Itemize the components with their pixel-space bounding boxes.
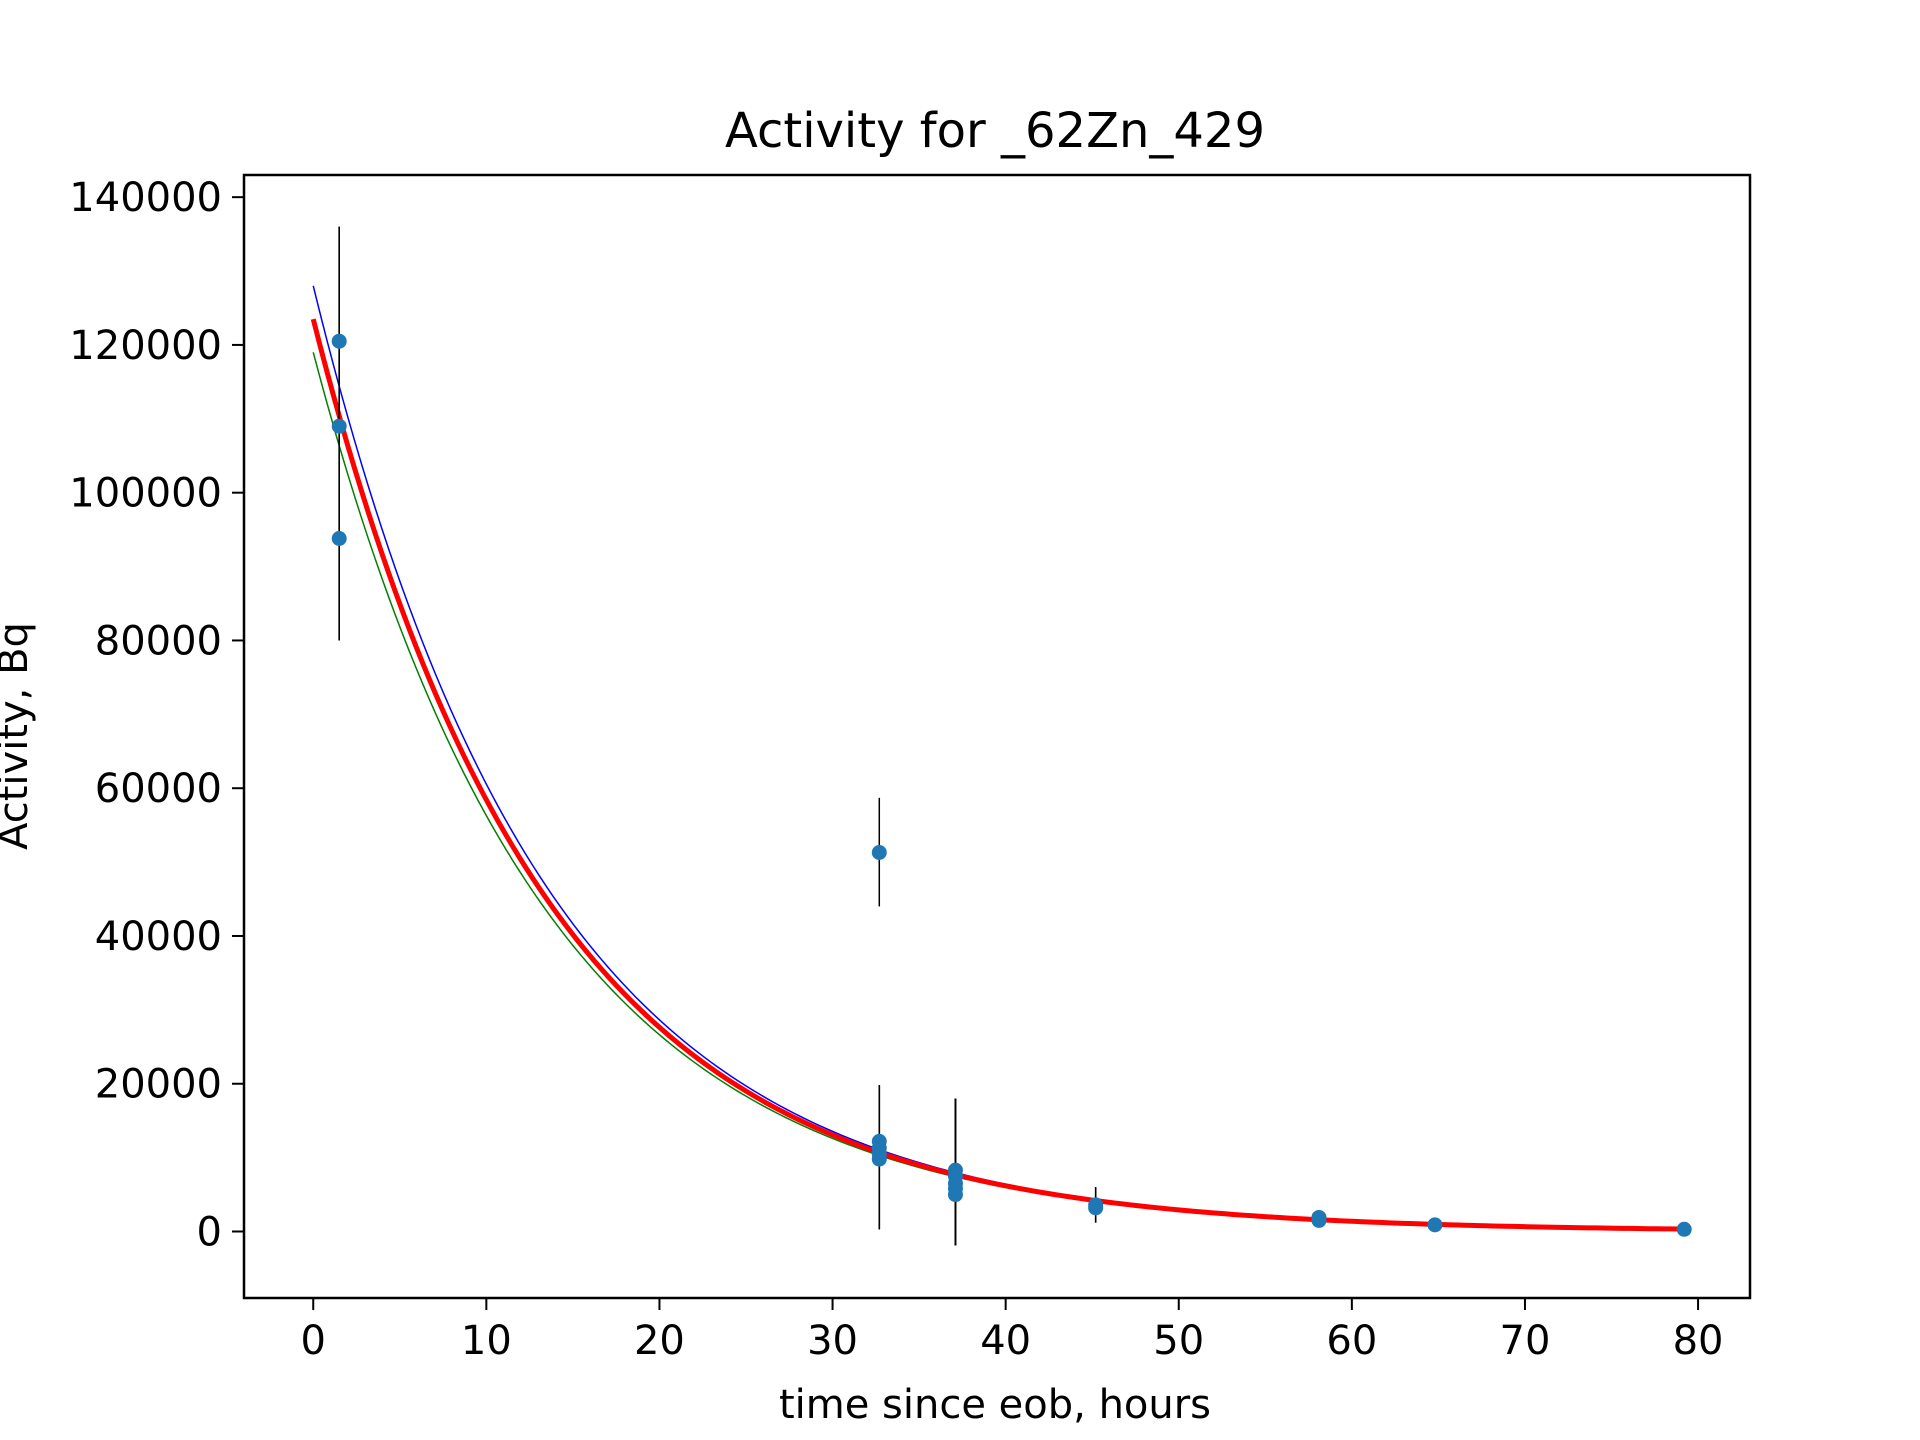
data-point-3 (331, 530, 347, 546)
x-tick-label: 80 (1673, 1318, 1724, 1364)
y-tick-label: 140000 (69, 175, 222, 221)
y-tick-label: 0 (197, 1210, 222, 1256)
x-tick-label: 50 (1153, 1318, 1204, 1364)
y-tick-label: 120000 (69, 323, 222, 369)
x-axis-ticks: 0 10 20 30 40 50 60 70 80 (301, 1298, 1724, 1364)
x-axis-label: time since eob, hours (779, 1382, 1211, 1428)
x-tick-label: 70 (1500, 1318, 1551, 1364)
x-tick-label: 30 (807, 1318, 858, 1364)
fit-curve-2 (312, 352, 1685, 1230)
y-tick-label: 40000 (95, 914, 222, 960)
x-tick-label: 10 (461, 1318, 512, 1364)
data-point-15 (1088, 1200, 1104, 1216)
x-tick-label: 0 (301, 1318, 326, 1364)
y-tick-label: 60000 (95, 766, 222, 812)
plot-frame (242, 173, 1752, 1300)
data-point-1 (331, 333, 347, 349)
data-point-17 (1311, 1212, 1327, 1228)
y-tick-label: 20000 (95, 1062, 222, 1108)
y-tick-label: 80000 (95, 618, 222, 664)
fit-curves (310, 285, 1685, 1232)
x-tick-label: 40 (980, 1318, 1031, 1364)
data-point-18 (1427, 1217, 1443, 1233)
error-bars (338, 226, 1685, 1246)
x-tick-label: 20 (634, 1318, 685, 1364)
data-point-19 (1676, 1221, 1692, 1237)
y-axis-ticks: 0 20000 40000 60000 80000 100000 120000 140000 (69, 175, 244, 1256)
data-point-2 (331, 418, 347, 434)
data-points (331, 333, 1692, 1237)
chart-title: Activity for _62Zn_429 (725, 103, 1265, 159)
fit-curve-3 (310, 318, 1685, 1232)
data-point-8 (871, 1151, 887, 1167)
data-point-13 (947, 1187, 963, 1203)
fit-curve-1 (312, 285, 1685, 1230)
y-axis-label: Activity, Bq (0, 622, 37, 850)
data-point-4 (871, 844, 887, 860)
y-tick-label: 100000 (69, 471, 222, 517)
x-tick-label: 60 (1326, 1318, 1377, 1364)
